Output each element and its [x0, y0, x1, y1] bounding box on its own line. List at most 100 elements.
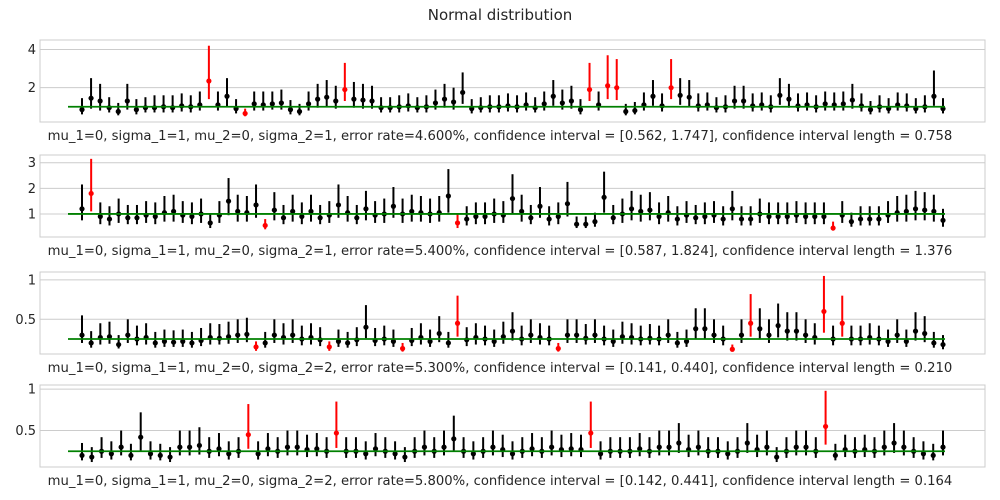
estimate-point — [88, 190, 94, 197]
figure-title: Normal distribution — [427, 6, 573, 24]
estimate-point — [271, 332, 277, 338]
estimate-point — [920, 451, 927, 457]
estimate-point — [519, 208, 525, 214]
estimate-point — [857, 216, 864, 222]
estimate-point — [460, 89, 466, 96]
estimate-point — [555, 345, 561, 352]
estimate-point — [106, 334, 113, 340]
estimate-point — [125, 332, 131, 338]
estimate-point — [251, 101, 257, 107]
estimate-point — [748, 320, 754, 326]
estimate-point — [891, 440, 897, 446]
estimate-point — [290, 208, 296, 214]
estimate-point — [650, 93, 656, 99]
estimate-point — [748, 216, 754, 222]
estimate-point — [280, 215, 287, 221]
estimate-point — [541, 101, 547, 107]
estimate-point — [177, 444, 183, 450]
estimate-point — [287, 107, 294, 113]
estimate-point — [549, 444, 555, 450]
estimate-point — [940, 217, 946, 223]
estimate-point — [695, 444, 701, 450]
estimate-point — [454, 220, 461, 226]
estimate-point — [803, 444, 809, 450]
estimate-point — [79, 452, 85, 459]
estimate-point — [445, 193, 451, 199]
estimate-point — [161, 338, 168, 344]
estimate-point — [427, 338, 433, 344]
estimate-point — [108, 451, 114, 457]
plot-frame — [39, 39, 986, 123]
estimate-point — [793, 444, 799, 450]
x-axis-label: mu_1=0, sigma_1=1, mu_2=0, sigma_2=1, er… — [48, 129, 953, 144]
estimate-point — [187, 444, 193, 450]
estimate-point — [224, 93, 230, 99]
chart-panel-3: 0.5 1 mu_1=0, sigma_1=1, mu_2=0, sigma_2=2… — [15, 271, 986, 376]
estimate-point — [284, 444, 291, 450]
estimate-point — [500, 334, 506, 340]
estimate-point — [744, 440, 750, 446]
estimate-point — [931, 340, 937, 346]
estimate-point — [867, 216, 873, 222]
estimate-point — [731, 98, 738, 104]
estimate-point — [509, 451, 516, 457]
estimate-point — [441, 444, 447, 450]
estimate-point — [568, 446, 574, 452]
estimate-point — [97, 98, 103, 104]
estimate-point — [253, 202, 259, 208]
estimate-point — [614, 85, 620, 91]
estimate-point — [314, 446, 320, 452]
estimate-point — [574, 332, 580, 338]
estimate-point — [821, 308, 827, 315]
estimate-point — [528, 332, 534, 338]
estimate-point — [555, 213, 561, 220]
estimate-point — [450, 99, 457, 105]
estimate-point — [610, 338, 616, 344]
estimate-point — [436, 330, 442, 337]
estimate-point — [157, 452, 163, 459]
estimate-point — [118, 444, 124, 450]
estimate-point — [152, 340, 158, 346]
estimate-point — [473, 213, 479, 220]
estimate-point — [738, 332, 745, 338]
plot-frame — [39, 271, 986, 355]
estimate-point — [693, 215, 699, 221]
estimate-point — [392, 451, 398, 457]
estimate-point — [326, 344, 332, 350]
estimate-point — [333, 98, 339, 104]
estimate-point — [812, 213, 818, 220]
estimate-point — [451, 436, 457, 442]
estimate-point — [912, 206, 919, 212]
estimate-point — [903, 338, 909, 344]
estimate-point — [931, 208, 937, 214]
estimate-point — [940, 341, 946, 348]
estimate-point — [299, 213, 305, 220]
estimate-point — [568, 98, 575, 104]
estimate-point — [138, 434, 144, 440]
estimate-point — [528, 215, 534, 221]
estimate-point — [454, 320, 461, 326]
estimate-point — [305, 101, 312, 107]
estimate-point — [592, 332, 598, 338]
estimate-point — [577, 107, 584, 113]
estimate-point — [134, 215, 140, 221]
estimate-point — [601, 194, 607, 200]
estimate-point — [693, 326, 699, 332]
estimate-point — [867, 107, 874, 113]
estimate-point — [245, 432, 251, 438]
estimate-point — [89, 454, 95, 460]
y-tick-label: 3 — [28, 156, 36, 171]
estimate-point — [421, 444, 428, 450]
estimate-point — [345, 340, 351, 346]
estimate-point — [363, 451, 369, 457]
estimate-point — [764, 444, 770, 450]
estimate-point — [537, 203, 543, 209]
estimate-point — [656, 213, 662, 220]
estimate-point — [133, 107, 139, 113]
estimate-point — [354, 215, 360, 221]
estimate-point — [315, 96, 321, 102]
estimate-point — [333, 430, 339, 436]
estimate-point — [586, 86, 593, 93]
y-tick-label: 4 — [28, 43, 36, 58]
estimate-point — [786, 96, 792, 102]
